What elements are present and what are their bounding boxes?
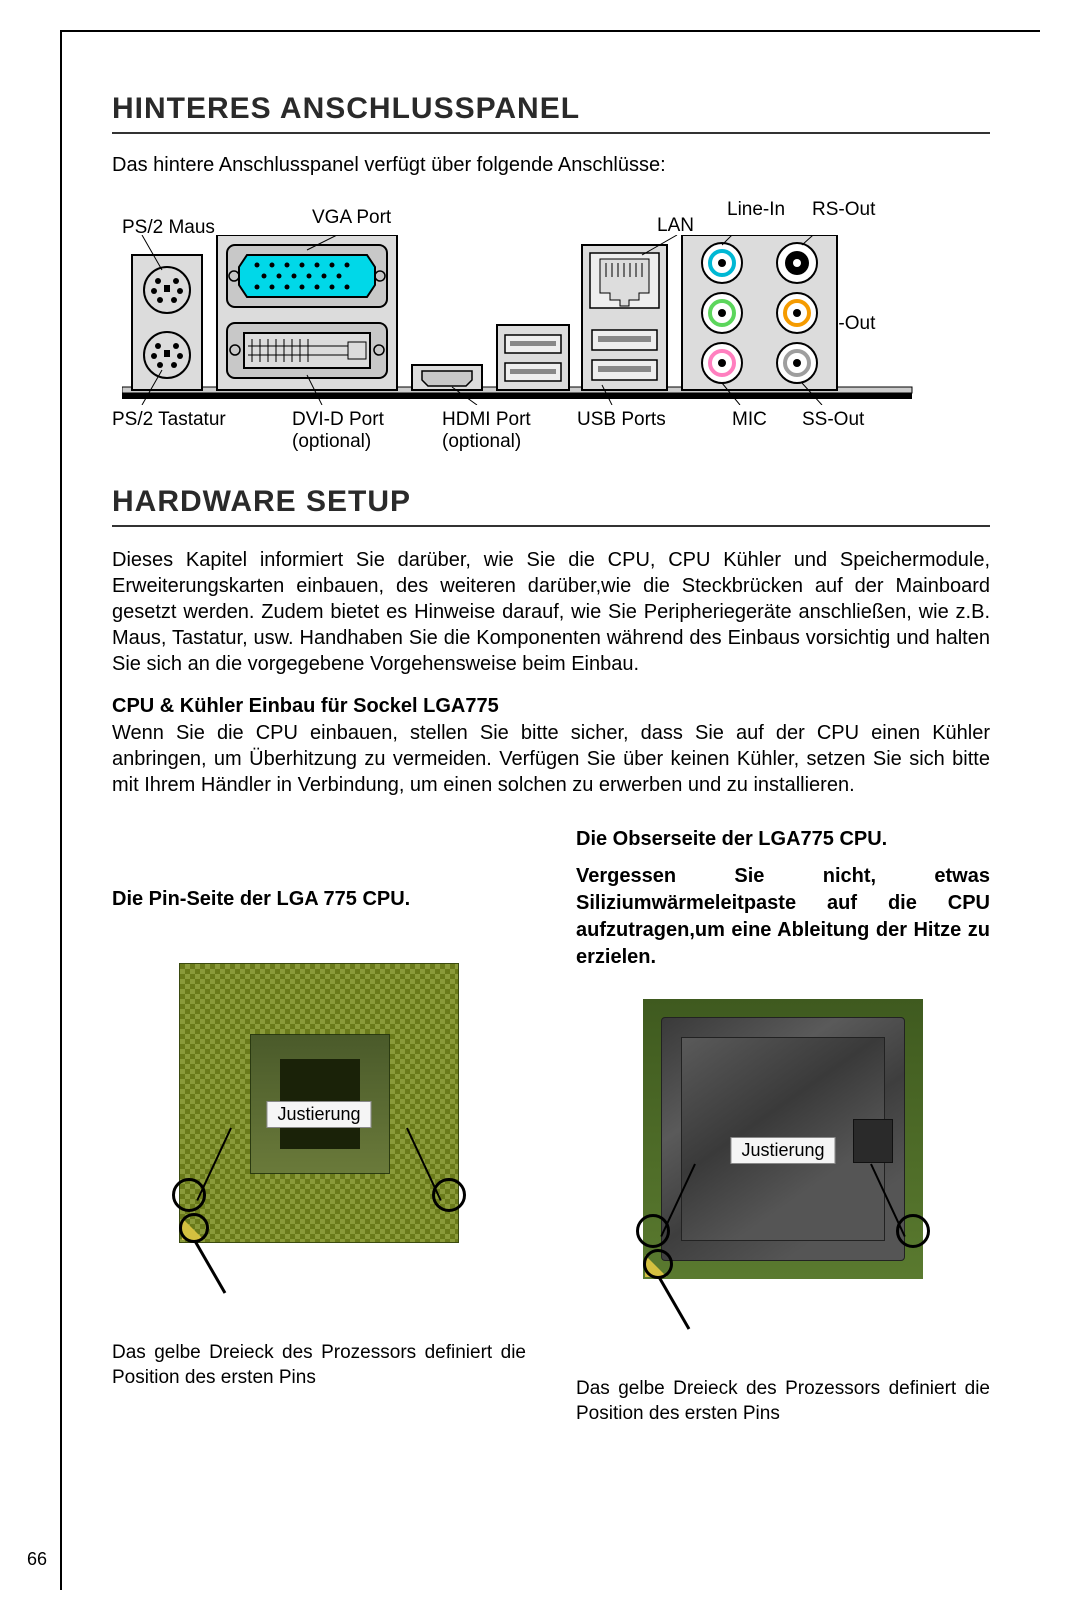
pin1-leader-icon (651, 1277, 701, 1337)
back-panel-figure: PS/2 Maus VGA Port LAN Line-In RS-Out Li… (112, 195, 990, 455)
page-frame: HINTERES ANSCHLUSSPANEL Das hintere Ansc… (60, 30, 1040, 1590)
cpu-left-caption: Das gelbe Dreieck des Prozessors definie… (112, 1341, 526, 1390)
cpu-right-figure: Justierung (576, 989, 990, 1369)
cpu-right-caption: Das gelbe Dreieck des Prozessors definie… (576, 1377, 990, 1426)
cpu-install-para: Wenn Sie die CPU einbauen, stellen Sie b… (112, 720, 990, 798)
label-ss-out: SS-Out (802, 409, 864, 431)
cpu-left-figure: Justierung (112, 953, 526, 1333)
cpu-left-heading: Die Pin-Seite der LGA 775 CPU. (112, 888, 526, 911)
cpu-right-note: Vergessen Sie nicht, etwas Siliziumwärme… (576, 863, 990, 971)
back-panel-intro: Das hintere Anschlusspanel verfügt über … (112, 154, 990, 177)
label-dvi-d: DVI-D Port (292, 409, 384, 431)
hw-setup-para: Dieses Kapitel informiert Sie darüber, w… (112, 547, 990, 677)
cpu-left-justierung-badge: Justierung (266, 1101, 371, 1128)
label-hdmi-opt: (optional) (442, 431, 521, 453)
heading-back-panel: HINTERES ANSCHLUSSPANEL (112, 92, 990, 134)
cpu-install-heading: CPU & Kühler Einbau für Sockel LGA775 (112, 695, 990, 718)
pin1-leader-icon (187, 1241, 237, 1301)
label-ps2-kb: PS/2 Tastatur (112, 409, 226, 431)
label-hdmi: HDMI Port (442, 409, 531, 431)
label-usb: USB Ports (577, 409, 666, 431)
label-line-in: Line-In (727, 199, 785, 221)
cpu-figures-row: Die Pin-Seite der LGA 775 CPU. Justierun… (112, 828, 990, 1426)
heading-hardware-setup: HARDWARE SETUP (112, 485, 990, 527)
label-dvi-d-opt: (optional) (292, 431, 371, 453)
cpu-right-heading: Die Obserseite der LGA775 CPU. (576, 828, 990, 851)
cpu-left-column: Die Pin-Seite der LGA 775 CPU. Justierun… (112, 828, 526, 1426)
label-lan: LAN (657, 215, 694, 237)
label-vga: VGA Port (312, 207, 391, 229)
label-rs-out: RS-Out (812, 199, 875, 221)
cpu-right-justierung-badge: Justierung (730, 1137, 835, 1164)
cpu-right-column: Die Obserseite der LGA775 CPU. Vergessen… (576, 828, 990, 1426)
back-panel-svg (122, 235, 982, 405)
page-number: 66 (27, 1549, 47, 1570)
label-mic: MIC (732, 409, 767, 431)
